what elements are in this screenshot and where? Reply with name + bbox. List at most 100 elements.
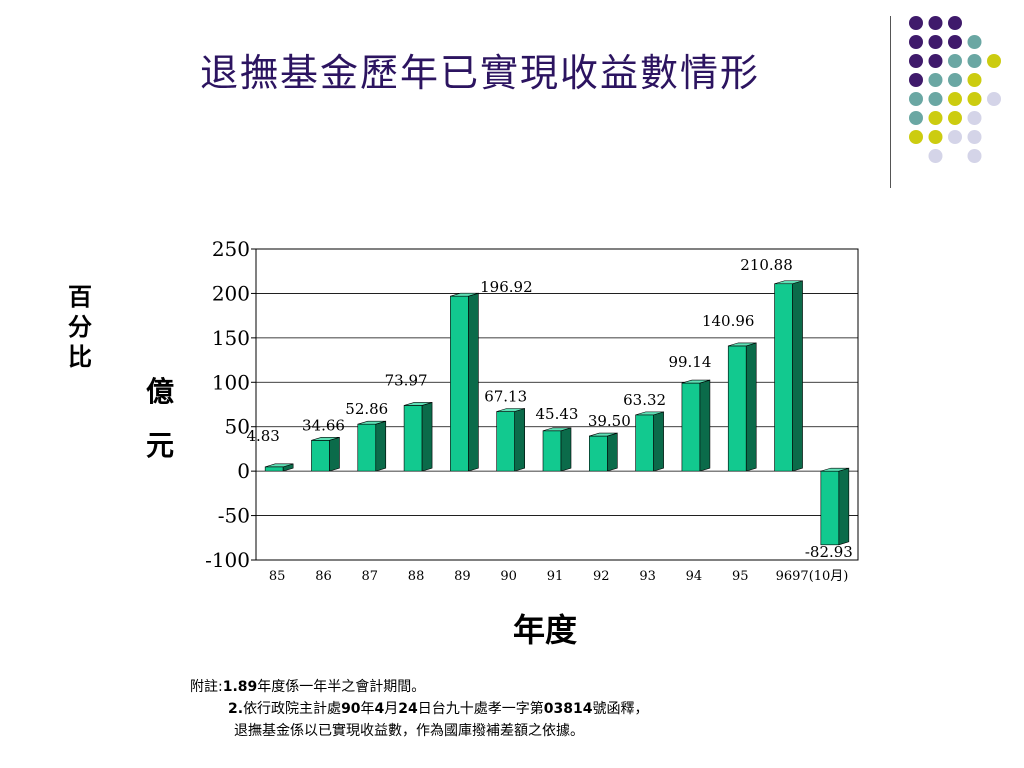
decoration-dots <box>909 16 1001 163</box>
decoration-dot <box>948 130 962 144</box>
bar-top <box>496 408 525 412</box>
decoration-dot <box>909 73 923 87</box>
x-tick-label: 9697(10月) <box>776 569 849 584</box>
bar-top <box>681 379 711 384</box>
decoration-dot <box>987 54 1001 68</box>
bar <box>727 345 747 472</box>
data-label: 73.97 <box>385 371 428 389</box>
decoration-dot <box>967 54 982 68</box>
bar-side <box>421 402 433 472</box>
decoration-dot <box>948 16 962 30</box>
note-line-1: 附註:1.89年度係一年半之會計期間。 <box>190 679 426 695</box>
y-tick-label: 50 <box>225 415 250 439</box>
bar-side <box>653 411 664 472</box>
bar <box>311 440 330 472</box>
decoration-dot <box>967 111 982 125</box>
decoration-dot <box>967 92 982 106</box>
x-tick-label: 89 <box>454 569 471 584</box>
x-axis-title: 年度 <box>512 611 577 649</box>
decoration-dot <box>909 92 923 106</box>
y-tick-label: -100 <box>205 548 250 572</box>
bar <box>450 295 469 472</box>
x-tick-label: 88 <box>408 569 425 584</box>
bar-side <box>514 408 525 472</box>
bar-side <box>838 467 850 546</box>
x-tick-label: 86 <box>315 569 332 584</box>
bar <box>774 283 793 472</box>
decoration-dot <box>928 92 943 106</box>
bar <box>820 470 840 546</box>
bar <box>681 382 701 472</box>
decoration-dot <box>928 54 943 68</box>
decoration-dot <box>948 73 962 87</box>
decoration-dot <box>967 149 982 163</box>
bar <box>635 414 654 472</box>
decoration-dot <box>909 130 923 144</box>
decoration-dot <box>928 16 943 30</box>
x-tick-label: 92 <box>593 569 610 584</box>
decoration-dot <box>967 130 982 144</box>
data-label: 34.66 <box>302 416 345 434</box>
bar-top <box>311 437 340 441</box>
bar-top <box>728 342 757 347</box>
bar-side <box>745 342 757 472</box>
y-tick-label: -50 <box>218 504 250 528</box>
y-tick-label: 100 <box>212 370 250 394</box>
decoration-dot <box>967 73 982 87</box>
bar <box>496 411 515 472</box>
plot-area <box>255 248 859 561</box>
bar-side <box>468 292 479 472</box>
data-label: 39.50 <box>588 412 631 430</box>
page-title: 退撫基金歷年已實現收益數情形 <box>199 51 760 95</box>
bar-top <box>774 280 803 285</box>
data-label: -82.93 <box>805 543 853 561</box>
x-tick-label: 85 <box>269 569 286 584</box>
bar-top <box>357 420 386 425</box>
y-unit-100m: 億元 <box>145 375 174 462</box>
decoration-dot <box>909 111 923 125</box>
bar-top <box>450 292 479 297</box>
decoration-dot <box>987 92 1001 106</box>
decoration-dot <box>928 149 943 163</box>
data-label: 196.92 <box>480 278 533 296</box>
decoration-dot <box>948 111 962 125</box>
bar-top <box>542 427 572 432</box>
bar-side <box>607 432 618 472</box>
data-label: 99.14 <box>668 353 711 371</box>
bar-side <box>699 379 711 472</box>
x-tick-label: 87 <box>361 569 378 584</box>
x-tick-label: 90 <box>500 569 517 584</box>
decoration-dot <box>967 35 982 49</box>
bar-side <box>329 436 340 472</box>
decoration-dot <box>928 130 943 144</box>
decoration-dot <box>928 35 943 49</box>
note-line-2: 2.依行政院主計處90年4月24日台九十處孝一字第03814號函釋， <box>228 701 649 717</box>
bar-side <box>560 427 572 472</box>
bar <box>357 423 377 472</box>
y-unit-percent: 百分比 <box>68 283 92 371</box>
decoration-dot <box>948 35 962 49</box>
decoration-dot <box>928 111 943 125</box>
bar <box>264 466 284 472</box>
data-label: 63.32 <box>623 391 666 409</box>
y-tick-label: 0 <box>237 459 250 483</box>
bar <box>589 435 608 472</box>
decoration-dot <box>909 35 923 49</box>
data-label: 52.86 <box>345 400 388 418</box>
data-label: 4.83 <box>246 427 279 445</box>
bar-side <box>375 420 387 472</box>
x-tick-label: 94 <box>686 569 703 584</box>
decoration-dot <box>909 54 923 68</box>
bar-side <box>792 280 803 472</box>
bar-top <box>403 402 433 406</box>
bar-top <box>635 411 664 416</box>
note-line-3: 退撫基金係以已實現收益數，作為國庫撥補差額之依據。 <box>234 723 584 739</box>
data-label: 45.43 <box>536 405 579 423</box>
bar-top <box>820 467 849 472</box>
bar <box>403 405 423 472</box>
y-tick-label: 150 <box>212 326 250 350</box>
bar <box>542 430 562 472</box>
divider-line <box>890 16 891 188</box>
bar-top <box>589 432 618 437</box>
